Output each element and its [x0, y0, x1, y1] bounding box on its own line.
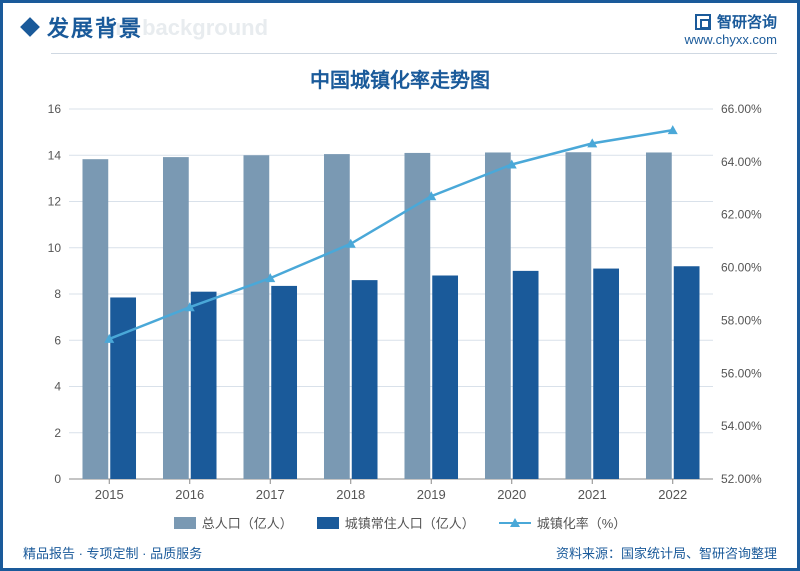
svg-text:58.00%: 58.00% [721, 313, 762, 327]
page-footer: 精品报告 · 专项定制 · 品质服务 资料来源：国家统计局、智研咨询整理 [3, 543, 797, 562]
svg-text:10: 10 [48, 241, 62, 255]
svg-text:52.00%: 52.00% [721, 472, 762, 486]
svg-text:2017: 2017 [256, 487, 285, 502]
diamond-icon [20, 17, 40, 37]
header-left: 发展背景 [23, 11, 143, 43]
svg-text:2: 2 [54, 426, 61, 440]
legend-swatch-urban [317, 517, 339, 529]
brand-name: 智研咨询 [717, 11, 777, 32]
header-right: 智研咨询 www.chyxx.com [685, 11, 777, 47]
svg-text:14: 14 [48, 148, 62, 162]
svg-text:56.00%: 56.00% [721, 366, 762, 380]
legend-label-total: 总人口（亿人） [202, 513, 293, 532]
svg-text:4: 4 [54, 380, 61, 394]
brand-logo-icon [695, 14, 711, 30]
brand-url: www.chyxx.com [685, 32, 777, 47]
svg-text:2020: 2020 [497, 487, 526, 502]
svg-text:2018: 2018 [336, 487, 365, 502]
svg-text:0: 0 [54, 472, 61, 486]
legend-swatch-rate [499, 517, 531, 529]
svg-text:60.00%: 60.00% [721, 261, 762, 275]
chart-svg: 0 2 4 6 8 10 12 14 16 52.00% 54.00% 56.00% 58.00% 60.… [23, 99, 783, 509]
svg-text:62.00%: 62.00% [721, 208, 762, 222]
svg-text:54.00%: 54.00% [721, 419, 762, 433]
svg-text:2015: 2015 [95, 487, 124, 502]
footer-left: 精品报告 · 专项定制 · 品质服务 [23, 543, 202, 562]
svg-text:2021: 2021 [578, 487, 607, 502]
legend-swatch-total [174, 517, 196, 529]
page-title: 发展背景 [47, 11, 143, 43]
legend-label-rate: 城镇化率（%） [537, 513, 627, 532]
chart-title: 中国城镇化率走势图 [23, 64, 777, 93]
legend-label-urban: 城镇常住人口（亿人） [345, 513, 475, 532]
brand: 智研咨询 [685, 11, 777, 32]
chart-container: 中国城镇化率走势图 0 2 4 6 8 10 12 14 16 52.00% 54.00% 56.00… [23, 64, 777, 532]
svg-text:16: 16 [48, 102, 62, 116]
chart-legend: 总人口（亿人） 城镇常住人口（亿人） 城镇化率（%） [23, 513, 777, 532]
page-header: 发展背景 智研咨询 www.chyxx.com [3, 3, 797, 51]
svg-text:6: 6 [54, 333, 61, 347]
svg-text:2016: 2016 [175, 487, 204, 502]
svg-text:64.00%: 64.00% [721, 155, 762, 169]
header-rule [51, 53, 777, 54]
footer-right: 资料来源：国家统计局、智研咨询整理 [556, 543, 777, 562]
legend-item-rate: 城镇化率（%） [499, 513, 627, 532]
svg-text:2019: 2019 [417, 487, 446, 502]
svg-text:66.00%: 66.00% [721, 102, 762, 116]
legend-item-total: 总人口（亿人） [174, 513, 293, 532]
legend-item-urban: 城镇常住人口（亿人） [317, 513, 475, 532]
svg-text:12: 12 [48, 195, 62, 209]
svg-text:8: 8 [54, 287, 61, 301]
svg-text:2022: 2022 [658, 487, 687, 502]
